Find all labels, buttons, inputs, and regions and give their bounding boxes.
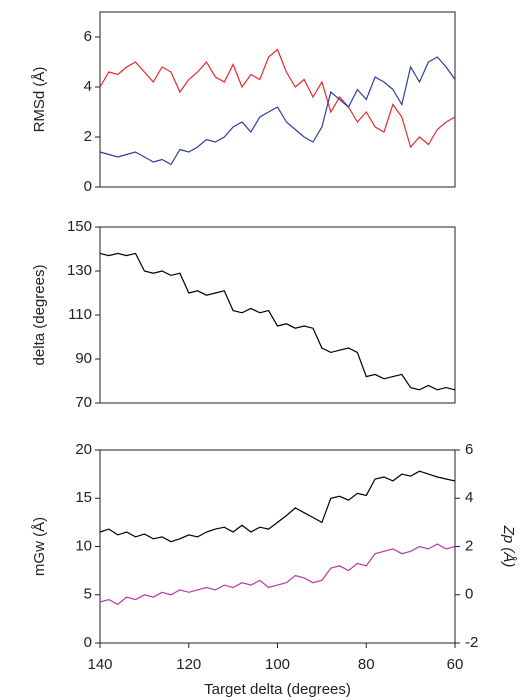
x-tick-label: 80	[358, 656, 375, 673]
y-tick-label: 0	[84, 178, 92, 195]
y2-tick-label: 2	[465, 537, 473, 554]
y-tick-label: 4	[84, 78, 92, 95]
x-tick-label: 60	[447, 656, 464, 673]
x-tick-label: 140	[87, 656, 112, 673]
data-line	[99, 48, 456, 149]
y-axis-label: mGw (Å)	[31, 517, 48, 576]
y-tick-label: 70	[75, 394, 92, 411]
data-line	[99, 56, 456, 166]
y-tick-label: 5	[84, 586, 92, 603]
y-tick-label: 0	[84, 634, 92, 651]
data-line	[99, 543, 456, 606]
y-tick-label: 150	[67, 218, 92, 235]
y2-tick-label: 6	[465, 441, 473, 458]
y-tick-label: 15	[75, 489, 92, 506]
plot-frame	[99, 226, 456, 404]
y2-tick-label: -2	[465, 634, 478, 651]
data-line	[99, 252, 456, 391]
y-tick-label: 10	[75, 537, 92, 554]
plot-frame	[99, 449, 456, 644]
x-tick-label: 100	[265, 656, 290, 673]
plot-frame	[99, 11, 456, 188]
data-line	[99, 470, 456, 543]
y2-tick-label: 4	[465, 489, 473, 506]
x-tick-label: 120	[176, 656, 201, 673]
y2-axis-label: Zp (Å)	[500, 525, 517, 568]
x-axis-label: Target delta (degrees)	[204, 681, 351, 698]
y-tick-label: 20	[75, 441, 92, 458]
y2-tick-label: 0	[465, 586, 473, 603]
y-tick-label: 90	[75, 350, 92, 367]
y-tick-label: 110	[68, 306, 92, 323]
y-tick-label: 2	[84, 128, 92, 145]
y-tick-label: 6	[84, 28, 92, 45]
y-axis-label: RMSd (Å)	[31, 67, 48, 133]
y-tick-label: 130	[67, 262, 92, 279]
y-axis-label: delta (degrees)	[31, 265, 48, 366]
